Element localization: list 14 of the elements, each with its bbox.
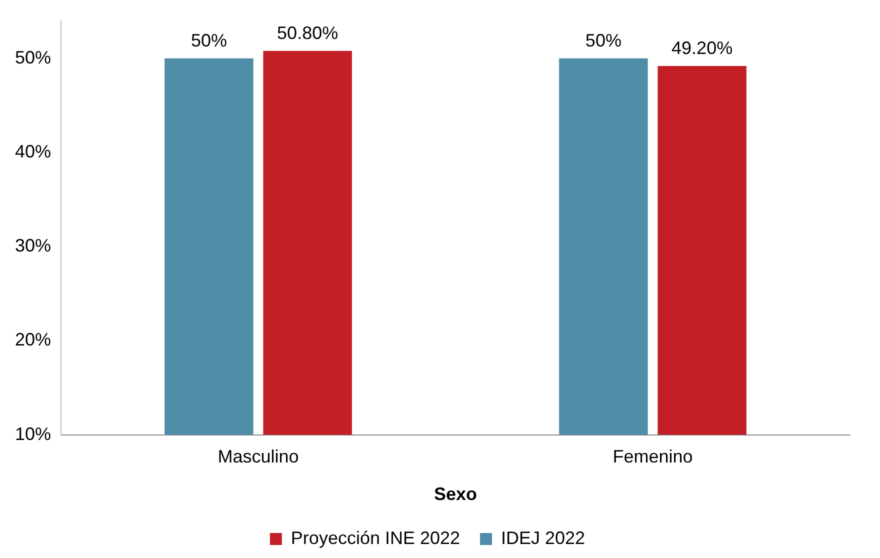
y-tick-label: 30% — [14, 236, 52, 256]
y-tick-label: 50% — [14, 47, 52, 68]
y-tick-label: 20% — [14, 330, 52, 350]
data-label: 50% — [585, 30, 622, 50]
data-label: 50.80% — [277, 22, 338, 43]
y-tick-label: 40% — [14, 141, 52, 162]
data-label: 49.20% — [672, 38, 733, 58]
x-tick-label: Femenino — [612, 446, 693, 467]
data-label: 50% — [190, 30, 227, 50]
x-axis-title: Sexo — [434, 484, 478, 504]
legend-label: Proyección INE 2022 — [290, 528, 460, 548]
legend-label: IDEJ 2022 — [501, 528, 586, 548]
x-tick-label: Masculino — [218, 446, 299, 467]
y-tick-label: 10% — [14, 424, 52, 444]
